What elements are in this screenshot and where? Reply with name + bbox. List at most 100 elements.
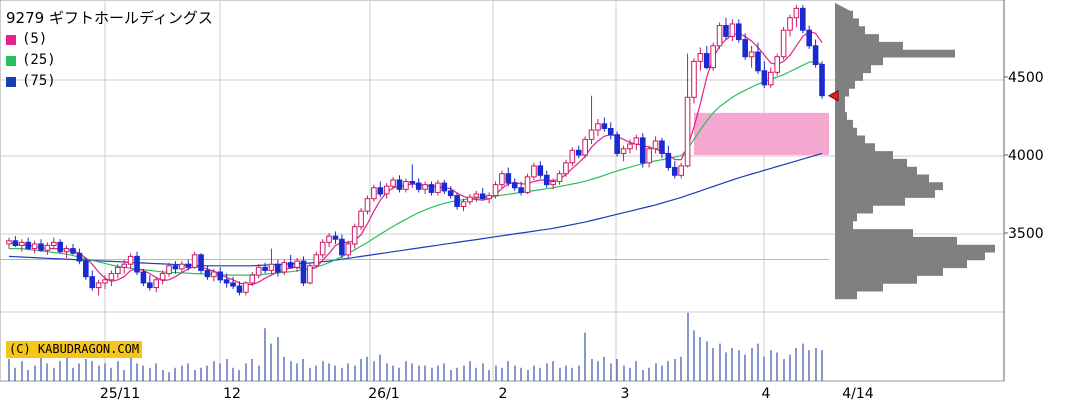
candle-down xyxy=(70,248,76,254)
candle-down xyxy=(332,235,339,240)
candle-down xyxy=(57,241,64,253)
candle-up xyxy=(243,282,249,293)
candle-up xyxy=(6,240,12,245)
candle-up xyxy=(767,71,774,86)
legend-label-ma75: (75) xyxy=(22,73,56,89)
legend: 9279 ギフトホールディングス (5) (25) (75) xyxy=(6,8,213,92)
candle-down xyxy=(703,53,710,69)
candle-down xyxy=(83,260,89,278)
x-tick-label: 4 xyxy=(762,386,771,402)
legend-item-ma75: (75) xyxy=(6,71,213,92)
candle-up xyxy=(467,196,473,203)
candle-down xyxy=(230,282,236,287)
candle-down xyxy=(742,39,748,58)
candle-down xyxy=(755,51,761,72)
candle-down xyxy=(140,271,147,284)
candle-up xyxy=(678,165,684,176)
candle-down xyxy=(447,190,454,197)
candle-up xyxy=(716,25,723,47)
candle-down xyxy=(89,276,96,289)
candle-up xyxy=(319,241,326,256)
x-tick-label: 3 xyxy=(621,386,630,402)
candle-up xyxy=(646,148,652,164)
candle-up xyxy=(684,96,691,167)
candle-up xyxy=(492,184,499,197)
highlight-zone-group xyxy=(0,112,829,261)
candle-up xyxy=(691,60,697,98)
candle-up xyxy=(403,181,409,190)
candle-down xyxy=(441,182,448,192)
candle-up xyxy=(364,198,371,212)
candle-down xyxy=(601,123,608,129)
y-tick-label: 3500 xyxy=(1008,226,1044,242)
legend-swatch-ma25 xyxy=(6,55,16,66)
y-tick-label: 4500 xyxy=(1008,70,1044,86)
candle-down xyxy=(761,70,768,86)
candle-up xyxy=(588,129,595,140)
candle-down xyxy=(377,187,384,195)
copyright-badge: (C) KABUDRAGON.COM xyxy=(6,341,143,358)
legend-label-ma5: (5) xyxy=(22,31,48,47)
candle-down xyxy=(671,166,678,176)
candle-down xyxy=(819,64,825,97)
volume-profile-shape xyxy=(835,2,995,300)
candle-up xyxy=(191,254,198,268)
candle-up xyxy=(102,279,108,284)
candle-up xyxy=(326,235,332,243)
candle-up xyxy=(787,17,793,31)
candle-up xyxy=(313,254,320,267)
legend-label-ma25: (25) xyxy=(22,52,56,68)
candle-up xyxy=(127,255,134,265)
candle-down xyxy=(262,266,268,271)
candle-up xyxy=(524,176,531,193)
candle-down xyxy=(659,140,665,154)
candle-up xyxy=(652,140,659,150)
legend-item-ma25: (25) xyxy=(6,50,213,71)
candle-up xyxy=(351,226,358,245)
highlight-zone xyxy=(694,112,829,155)
last-price-marker xyxy=(827,89,839,102)
candle-down xyxy=(607,127,614,136)
candle-up xyxy=(569,149,576,164)
candle-up xyxy=(153,279,160,289)
candle-down xyxy=(275,263,281,273)
candle-down xyxy=(639,137,646,164)
candle-up xyxy=(748,51,755,58)
candle-down xyxy=(665,152,672,168)
candle-up xyxy=(473,193,480,198)
candle-down xyxy=(409,181,416,184)
candle-up xyxy=(249,274,256,284)
x-tick-label: 4/14 xyxy=(842,386,874,402)
x-tick-label: 2 xyxy=(499,386,508,402)
candle-down xyxy=(415,182,422,190)
candle-down xyxy=(236,285,243,293)
candle-up xyxy=(211,271,217,278)
candle-down xyxy=(511,182,518,189)
candle-down xyxy=(185,263,192,268)
candle-up xyxy=(633,137,640,145)
candle-down xyxy=(339,238,345,256)
candle-down xyxy=(537,165,544,176)
candle-up xyxy=(774,56,780,73)
candle-down xyxy=(396,179,403,190)
candle-up xyxy=(531,165,537,178)
volume-bars xyxy=(8,312,823,381)
candle-up xyxy=(95,282,102,289)
candle-up xyxy=(345,243,352,256)
candle-up xyxy=(780,29,787,58)
candle-down xyxy=(300,260,307,284)
candle-up xyxy=(307,265,313,284)
candle-up xyxy=(108,273,115,281)
ma75-line xyxy=(8,152,823,267)
candle-down xyxy=(204,269,211,278)
candle-up xyxy=(294,260,300,268)
candle-down xyxy=(134,255,140,273)
candle-down xyxy=(38,243,44,251)
candle-up xyxy=(390,179,396,187)
candle-up xyxy=(44,244,51,251)
x-tick-label: 12 xyxy=(223,386,241,402)
chart-title: 9279 ギフトホールディングス xyxy=(6,9,213,27)
candle-up xyxy=(422,184,428,190)
candle-down xyxy=(812,45,819,66)
